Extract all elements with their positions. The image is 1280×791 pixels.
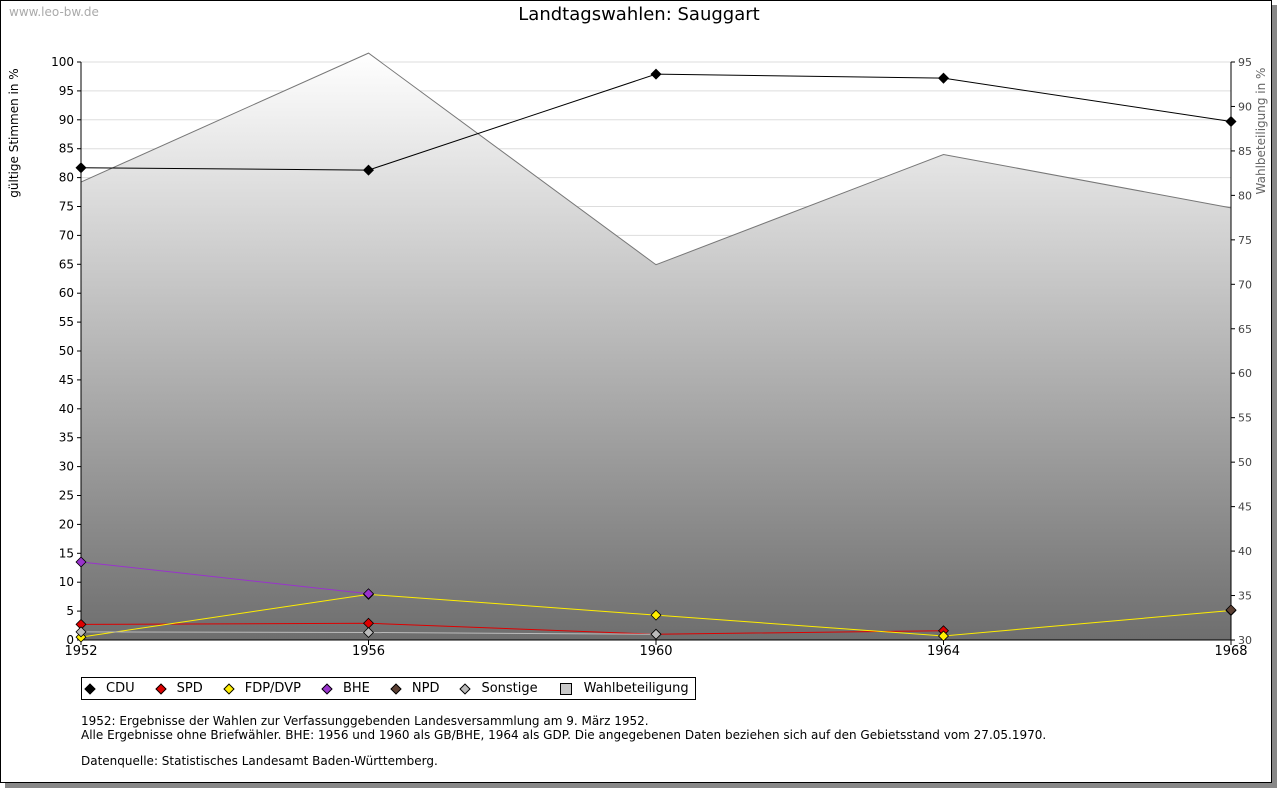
- y2-tick-label: 40: [1238, 545, 1252, 558]
- data-point: [362, 164, 375, 176]
- legend-marker: [154, 682, 167, 695]
- data-point: [362, 617, 375, 629]
- data-point: [650, 68, 662, 80]
- y-tick-label: 100: [51, 55, 74, 69]
- data-point: [937, 72, 950, 84]
- y2-axis-title: Wahlbeteiligung in %: [1254, 68, 1268, 195]
- x-tick-label: 1960: [639, 644, 672, 659]
- note-line: 1952: Ergebnisse der Wahlen zur Verfassu…: [81, 714, 649, 728]
- y2-tick-label: 95: [1238, 56, 1252, 69]
- legend-item: FDP/DVP: [223, 681, 301, 696]
- legend-label: NPD: [411, 681, 440, 696]
- legend-label: CDU: [106, 681, 135, 696]
- legend-marker: [223, 682, 235, 695]
- series-line: [80, 622, 944, 635]
- legend-label: Wahlbeteiligung: [583, 681, 689, 696]
- data-point: [362, 588, 375, 600]
- turnout-area: [81, 53, 1231, 641]
- y2-tick-label: 65: [1238, 323, 1252, 336]
- data-point: [75, 626, 87, 638]
- y-tick-label: 30: [59, 460, 74, 474]
- y-axis-title: gültige Stimmen in %: [7, 68, 21, 197]
- x-tick-label: 1968: [1214, 644, 1247, 659]
- y-tick-label: 80: [59, 171, 74, 185]
- y2-tick-label: 75: [1238, 234, 1252, 247]
- y-tick-label: 60: [59, 286, 74, 300]
- series-line: [80, 561, 369, 595]
- data-point: [362, 626, 375, 639]
- y-tick-label: 5: [66, 604, 74, 618]
- legend-marker: [84, 682, 96, 695]
- data-point: [937, 630, 950, 642]
- y2-tick-label: 30: [1238, 634, 1252, 647]
- y-tick-label: 50: [59, 344, 74, 358]
- y-tick-label: 0: [66, 633, 74, 647]
- y-tick-label: 15: [59, 546, 74, 560]
- y-tick-label: 10: [59, 575, 74, 589]
- legend-item: CDU: [84, 681, 135, 696]
- legend-label: BHE: [342, 681, 370, 696]
- y-tick-label: 90: [59, 113, 74, 127]
- y2-tick-label: 90: [1238, 100, 1252, 113]
- y-tick-label: 75: [59, 200, 74, 214]
- note-line: Alle Ergebnisse ohne Briefwähler. BHE: 1…: [81, 728, 1047, 742]
- data-source: Datenquelle: Statistisches Landesamt Bad…: [81, 754, 438, 768]
- legend-marker: [321, 682, 333, 695]
- data-point: [75, 618, 87, 630]
- y-tick-label: 20: [59, 517, 74, 531]
- turnout-line: [80, 52, 1232, 266]
- y-tick-label: 55: [59, 315, 74, 329]
- legend-label: SPD: [176, 681, 203, 696]
- data-point: [650, 609, 662, 621]
- legend-item: SPD: [154, 681, 203, 696]
- chart-notes: 1952: Ergebnisse der Wahlen zur Verfassu…: [81, 714, 1046, 768]
- legend-item: Sonstige: [459, 681, 538, 696]
- y2-tick-label: 70: [1238, 278, 1252, 291]
- x-tick-label: 1952: [64, 644, 97, 659]
- data-point: [75, 162, 87, 174]
- data-point: [1225, 116, 1237, 128]
- y-tick-label: 45: [59, 373, 74, 387]
- legend-label: FDP/DVP: [244, 681, 301, 696]
- chart-title: Landtagswahlen: Sauggart: [518, 4, 760, 25]
- y-tick-label: 70: [59, 228, 74, 242]
- y-tick-label: 25: [59, 489, 74, 503]
- y2-tick-label: 85: [1238, 145, 1252, 158]
- legend-marker: [390, 682, 402, 695]
- x-tick-label: 1956: [352, 644, 385, 659]
- data-point: [75, 556, 87, 568]
- y-tick-label: 35: [59, 431, 74, 445]
- y2-tick-label: 45: [1238, 501, 1252, 514]
- y-tick-label: 85: [59, 142, 74, 156]
- legend-label: Sonstige: [481, 681, 538, 696]
- y2-tick-label: 50: [1238, 456, 1252, 469]
- y2-tick-label: 80: [1238, 189, 1252, 202]
- y-tick-label: 40: [59, 402, 74, 416]
- watermark: www.leo-bw.de: [9, 5, 99, 19]
- x-tick-label: 1964: [927, 644, 960, 659]
- data-point: [1225, 604, 1237, 616]
- y-tick-label: 95: [59, 84, 74, 98]
- legend-marker: [559, 682, 572, 695]
- legend-marker: [459, 682, 472, 695]
- legend-item: Wahlbeteiligung: [559, 681, 689, 696]
- y2-tick-label: 55: [1238, 412, 1252, 425]
- y-tick-label: 65: [59, 257, 74, 271]
- y2-tick-label: 35: [1238, 590, 1252, 603]
- y2-tick-label: 60: [1238, 367, 1252, 380]
- legend-item: BHE: [321, 681, 370, 696]
- data-point: [650, 628, 662, 640]
- legend-item: NPD: [390, 681, 440, 696]
- chart-legend: CDU SPD FDP/DVP BHE NPD Sonstige Wahlbeteiligu…: [81, 677, 696, 700]
